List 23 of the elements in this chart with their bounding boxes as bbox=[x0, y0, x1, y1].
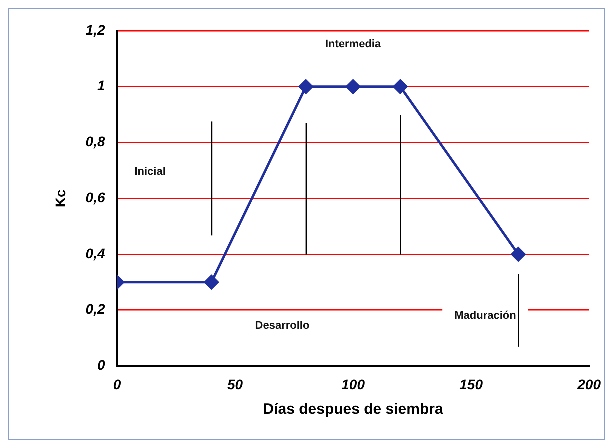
point bbox=[393, 80, 408, 94]
y-tick-label: 1 bbox=[97, 78, 106, 94]
annotation: Inicial bbox=[134, 166, 166, 178]
y-tick-label: 0 bbox=[97, 357, 106, 374]
y-tick-label: 0,8 bbox=[86, 134, 106, 150]
x-axis-title: Días despues de siembra bbox=[263, 401, 444, 418]
x-tick-label: 150 bbox=[460, 376, 484, 392]
annotation: Maduración bbox=[454, 310, 517, 322]
annotation: Desarrollo bbox=[255, 320, 310, 332]
point bbox=[511, 247, 526, 262]
y-tick-label: 0,2 bbox=[86, 301, 106, 318]
y-tick-label: 1,2 bbox=[86, 22, 106, 38]
x-tick-label: 200 bbox=[576, 376, 602, 392]
y-axis-title: Kc bbox=[52, 189, 68, 208]
point bbox=[346, 80, 361, 94]
y-tick-label: 0,6 bbox=[86, 189, 106, 206]
x-tick-label: 0 bbox=[113, 376, 122, 392]
annotation: Intermedia bbox=[325, 38, 382, 50]
x-tick-label: 100 bbox=[342, 376, 366, 392]
point bbox=[298, 80, 314, 94]
point bbox=[204, 275, 219, 290]
x-tick-label: 50 bbox=[227, 376, 244, 392]
y-tick-label: 0,4 bbox=[86, 245, 106, 262]
